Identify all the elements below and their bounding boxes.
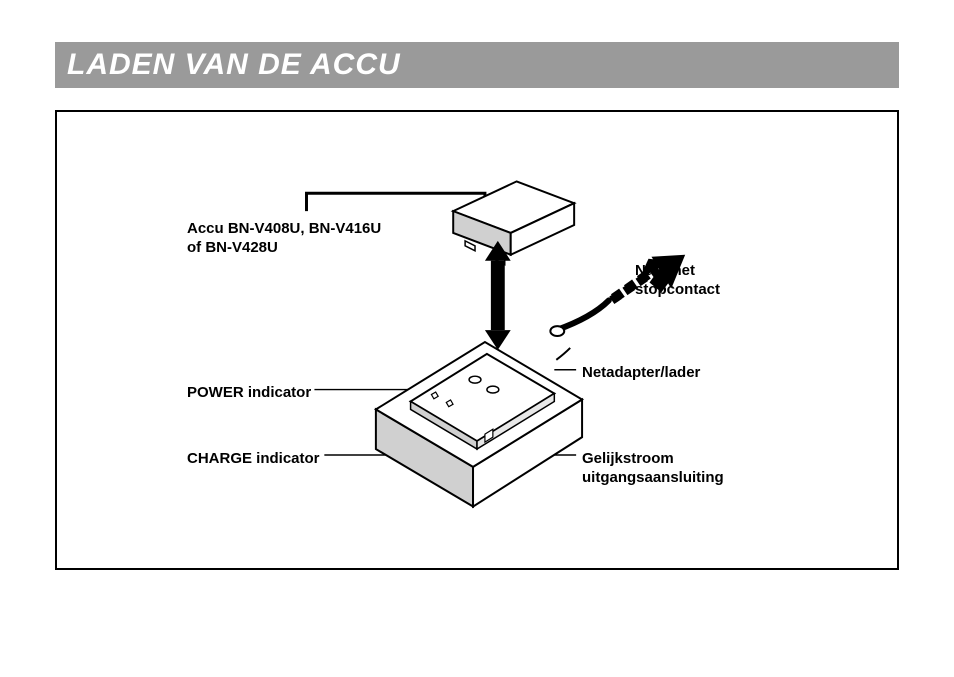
diagram-frame: Accu BN-V408U, BN-V416U of BN-V428U POWE…	[55, 110, 899, 570]
title-bar: LADEN VAN DE ACCU	[55, 42, 899, 88]
page-title: LADEN VAN DE ACCU	[67, 48, 401, 82]
insert-arrow	[485, 241, 511, 350]
charger-base	[376, 342, 582, 507]
charger-diagram	[57, 112, 897, 568]
